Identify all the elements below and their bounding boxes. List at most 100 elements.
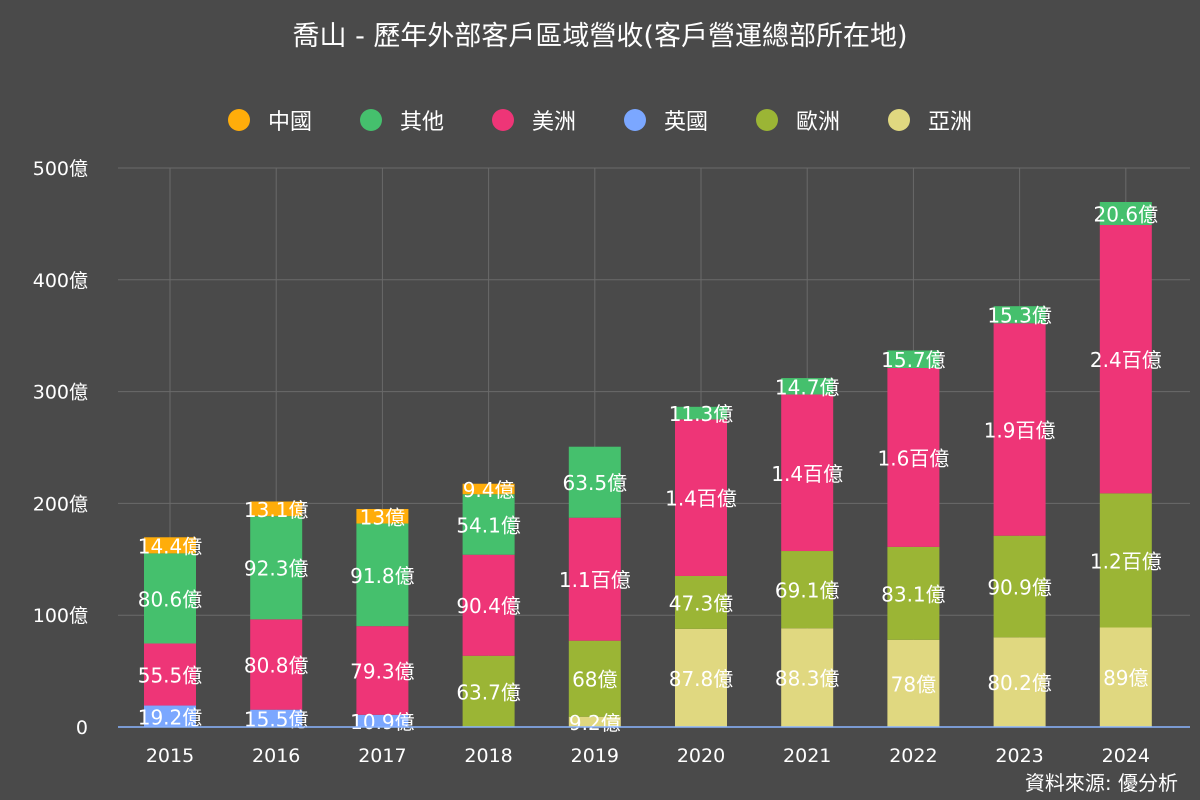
bar-segment: [462, 655, 515, 727]
data-label: 78億: [891, 672, 936, 696]
data-label: 10.9億: [350, 710, 415, 734]
bar-segment: [993, 535, 1046, 638]
data-label: 69.1億: [775, 579, 840, 603]
bar-segment: [781, 551, 834, 629]
bar-segment: [250, 501, 303, 517]
legend-label: 其他: [399, 110, 444, 135]
x-tick-label: 2023: [995, 745, 1043, 767]
data-label: 1.4百億: [665, 487, 737, 511]
bar-segment: [781, 394, 834, 552]
x-tick-label: 2024: [1102, 745, 1150, 767]
source-note: 資料來源: 優分析: [1024, 771, 1178, 795]
data-label: 11.3億: [669, 402, 734, 426]
data-label: 80.6億: [138, 587, 203, 611]
bar-segment: [993, 637, 1046, 727]
x-tick-label: 2017: [358, 745, 406, 767]
data-label: 54.1億: [456, 513, 521, 537]
bar-segment: [887, 368, 940, 547]
legend-label: 中國: [267, 110, 312, 135]
data-label: 1.2百億: [1090, 549, 1162, 573]
legend-swatch: [227, 109, 250, 131]
bar-segment: [781, 628, 834, 727]
bar-segment: [144, 705, 196, 727]
y-tick-label: 400億: [33, 270, 88, 292]
bar-segment: [356, 508, 409, 524]
data-label: 90.9億: [987, 576, 1052, 600]
x-tick-label: 2019: [571, 745, 619, 767]
data-label: 92.3億: [244, 557, 309, 581]
chart-title: 喬山 - 歷年外部客戶區域營收(客戶營運總部所在地): [292, 21, 908, 52]
bar-segment: [568, 716, 621, 727]
bar-segment: [675, 406, 727, 420]
data-label: 1.9百億: [984, 419, 1056, 443]
data-label: 80.8億: [244, 654, 309, 678]
bar-segment: [1099, 627, 1152, 727]
data-label: 9.2億: [569, 711, 621, 735]
data-label: 90.4億: [456, 594, 521, 618]
y-tick-label: 0: [76, 717, 88, 739]
x-tick-label: 2015: [146, 745, 194, 767]
legend-swatch: [888, 109, 911, 131]
bar-segment: [462, 554, 515, 656]
data-label: 89億: [1103, 666, 1148, 690]
bar-segment: [675, 575, 727, 629]
bar-segment: [462, 483, 515, 495]
data-label: 13.1億: [244, 498, 309, 522]
y-tick-label: 300億: [33, 382, 88, 404]
y-tick-label: 100億: [33, 605, 88, 627]
legend-item: 美洲: [491, 104, 576, 136]
y-tick-label: 200億: [33, 493, 88, 515]
legend-label: 英國: [664, 110, 709, 135]
bar-segment: [356, 626, 409, 715]
legend-swatch: [359, 109, 382, 131]
legend-item: 其他: [359, 104, 444, 136]
data-label: 55.5億: [138, 664, 203, 688]
chart-legend: 中國 其他 美洲 英國 歐洲 亞洲: [0, 104, 1200, 136]
bar-segment: [356, 523, 409, 627]
bar-segment: [993, 306, 1046, 324]
x-tick-label: 2018: [464, 745, 512, 767]
bar-segment: [250, 709, 303, 727]
legend-swatch: [491, 109, 514, 131]
data-label: 13億: [360, 505, 405, 529]
data-label: 63.5億: [563, 471, 628, 495]
data-label: 79.3億: [350, 659, 415, 683]
legend-label: 美洲: [531, 110, 576, 135]
data-label: 1.6百億: [877, 446, 949, 470]
data-label: 15.7億: [881, 348, 946, 372]
data-label: 9.4億: [463, 478, 515, 502]
bar-segment: [144, 643, 196, 706]
legend-item: 中國: [227, 104, 312, 136]
bar-segment: [887, 546, 940, 640]
legend-swatch: [756, 109, 779, 131]
bar-segment: [356, 714, 409, 727]
bar-segment: [568, 517, 621, 641]
bar-segment: [675, 628, 727, 727]
data-label: 2.4百億: [1090, 348, 1162, 372]
data-label: 1.4百億: [771, 462, 843, 486]
bar-segment: [887, 639, 940, 727]
data-label: 14.7億: [775, 375, 840, 399]
data-label: 87.8億: [669, 667, 734, 691]
bar-segment: [568, 446, 621, 518]
bar-segment: [675, 419, 727, 576]
bar-segment: [1099, 493, 1152, 628]
data-label: 91.8億: [350, 564, 415, 588]
data-label: 83.1億: [881, 582, 946, 606]
bar-segment: [568, 640, 621, 717]
data-label: 14.4億: [138, 534, 203, 558]
data-label: 19.2億: [138, 705, 203, 729]
data-label: 80.2億: [987, 671, 1052, 695]
y-tick-label: 500億: [33, 158, 88, 180]
bar-segment: [250, 516, 303, 620]
legend-item: 英國: [624, 104, 708, 136]
legend-item: 亞洲: [888, 104, 972, 136]
legend-label: 亞洲: [928, 110, 973, 135]
data-label: 20.6億: [1094, 203, 1159, 227]
bar-segment: [1099, 225, 1152, 494]
bar-segment: [993, 323, 1046, 536]
x-tick-label: 2016: [252, 745, 300, 767]
bar-segment: [144, 537, 196, 554]
data-label: 63.7億: [456, 680, 521, 704]
legend-item: 歐洲: [756, 104, 840, 136]
